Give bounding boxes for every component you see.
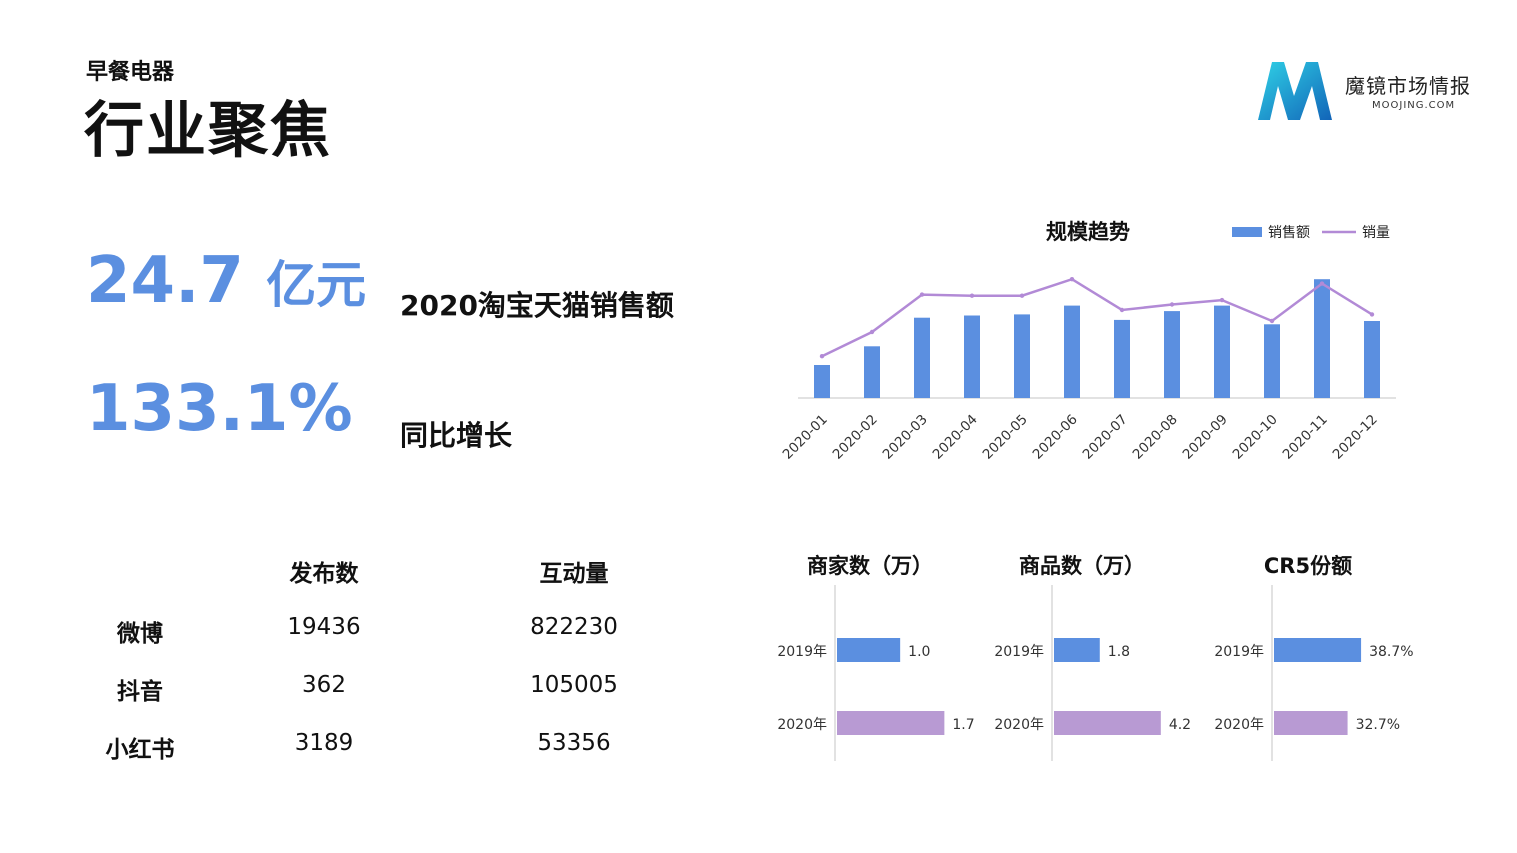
point-volume xyxy=(1369,312,1375,317)
bar-sales xyxy=(964,315,980,398)
mini-bar xyxy=(1274,638,1362,662)
point-volume xyxy=(869,329,875,335)
mini-category-label: 2020年 xyxy=(994,717,1044,733)
point-volume xyxy=(919,292,925,297)
products-chart: 商品数（万） 2019年 1.8 2020年 4.2 xyxy=(994,554,1191,761)
legend-label-volume: 销量 xyxy=(1362,225,1390,241)
mini-bar-value-label: 1.0 xyxy=(908,644,930,660)
kpi-sales-number: 24.7 xyxy=(86,244,244,318)
bar-sales xyxy=(1364,321,1380,398)
bar-sales xyxy=(1264,324,1280,398)
point-volume xyxy=(1019,293,1025,298)
point-volume xyxy=(1169,302,1175,307)
kpi-sales-unit: 亿元 xyxy=(266,256,367,314)
page-title: 行业聚焦 xyxy=(84,96,332,166)
kpi-sales-label: 2020淘宝天猫销售额 xyxy=(400,289,674,322)
bar-sales xyxy=(914,317,930,398)
mini-category-label: 2019年 xyxy=(1214,644,1264,660)
bar-sales xyxy=(814,365,830,398)
point-volume xyxy=(1119,307,1125,313)
bar-sales xyxy=(864,346,880,398)
cr5-chart: CR5份额 2019年 38.7% 2020年 32.7% xyxy=(1214,554,1414,761)
mini-chart-title: 商家数（万） xyxy=(807,554,933,578)
bar-sales xyxy=(1064,305,1080,398)
x-tick-label: 2020-05 xyxy=(980,412,1031,463)
mini-bar xyxy=(1054,638,1100,662)
bar-sales xyxy=(1314,279,1330,398)
trend-chart: 规模趋势 销售额 销量2020-012020-022020-032020-04202… xyxy=(780,220,1396,463)
bar-sales xyxy=(1014,314,1030,398)
mini-chart-title: 商品数（万） xyxy=(1019,554,1145,578)
series-line-volume xyxy=(821,277,1373,358)
x-tick-label: 2020-04 xyxy=(930,412,981,463)
x-tick-label: 2020-09 xyxy=(1180,412,1231,463)
mini-category-label: 2020年 xyxy=(777,717,827,733)
cell-xiaohongshu-posts: 3189 xyxy=(294,730,354,756)
x-tick-label: 2020-06 xyxy=(1030,412,1081,463)
cell-weibo-posts: 19436 xyxy=(287,614,361,640)
x-tick-label: 2020-12 xyxy=(1330,412,1381,463)
x-tick-label: 2020-01 xyxy=(780,412,831,463)
mini-bar xyxy=(1274,711,1348,735)
kpi-growth-value: 133.1% xyxy=(86,372,353,446)
mini-bar xyxy=(837,638,901,662)
row-label-weibo: 微博 xyxy=(117,621,163,647)
cell-douyin-interactions: 105005 xyxy=(530,672,618,698)
cell-xiaohongshu-interactions: 53356 xyxy=(537,730,611,756)
mini-category-label: 2019年 xyxy=(777,644,827,660)
point-volume xyxy=(1219,297,1225,303)
point-volume xyxy=(1269,318,1275,324)
logo-url: MOOJING.COM xyxy=(1372,100,1456,111)
mini-bar-value-label: 32.7% xyxy=(1356,717,1400,733)
x-tick-label: 2020-02 xyxy=(830,412,881,463)
mini-bar xyxy=(837,711,945,735)
mini-bar-value-label: 38.7% xyxy=(1369,644,1413,660)
column-header-posts: 发布数 xyxy=(289,561,359,587)
cell-weibo-interactions: 822230 xyxy=(530,614,618,640)
chart-title: 规模趋势 xyxy=(1046,220,1130,244)
point-volume xyxy=(819,354,825,359)
x-tick-label: 2020-07 xyxy=(1080,412,1131,463)
row-label-douyin: 抖音 xyxy=(117,679,163,705)
logo-name: 魔镜市场情报 xyxy=(1345,74,1471,98)
moojing-logo-icon xyxy=(1258,62,1332,120)
kpi-sales-value: 24.7 亿元 xyxy=(86,244,366,318)
x-tick-label: 2020-10 xyxy=(1230,412,1281,463)
bar-sales xyxy=(1114,319,1130,398)
point-volume xyxy=(1069,277,1075,282)
bar-sales xyxy=(1214,305,1230,398)
x-tick-label: 2020-08 xyxy=(1130,412,1181,463)
mini-bar-value-label: 1.7 xyxy=(952,717,974,733)
brand-logo xyxy=(1254,56,1336,126)
merchants-chart: 商家数（万） 2019年 1.0 2020年 1.7 xyxy=(777,554,975,761)
column-header-interactions: 互动量 xyxy=(539,561,609,587)
mini-category-label: 2020年 xyxy=(1214,717,1264,733)
page-subtitle: 早餐电器 xyxy=(86,60,175,85)
point-volume xyxy=(969,293,975,298)
x-tick-label: 2020-03 xyxy=(880,412,931,463)
cell-douyin-posts: 362 xyxy=(302,672,346,698)
mini-bar-value-label: 1.8 xyxy=(1108,644,1130,660)
point-volume xyxy=(1319,281,1325,286)
bar-sales xyxy=(1164,311,1180,398)
row-label-xiaohongshu: 小红书 xyxy=(105,737,175,763)
x-tick-label: 2020-11 xyxy=(1280,412,1331,463)
legend-label-sales: 销售额 xyxy=(1268,225,1310,241)
mini-chart-title: CR5份额 xyxy=(1264,554,1352,578)
mini-bar-value-label: 4.2 xyxy=(1169,717,1191,733)
mini-category-label: 2019年 xyxy=(994,644,1044,660)
legend-swatch-sales xyxy=(1232,227,1262,237)
mini-bar xyxy=(1054,711,1161,735)
kpi-growth-label: 同比增长 xyxy=(400,419,513,452)
